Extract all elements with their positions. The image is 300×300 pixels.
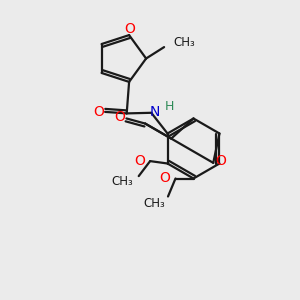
Text: O: O — [93, 105, 104, 119]
Text: O: O — [134, 154, 145, 168]
Text: O: O — [159, 172, 170, 185]
Text: CH₃: CH₃ — [143, 196, 165, 210]
Text: O: O — [115, 110, 125, 124]
Text: O: O — [215, 154, 226, 168]
Text: O: O — [124, 22, 135, 35]
Text: H: H — [165, 100, 175, 113]
Text: CH₃: CH₃ — [174, 36, 196, 50]
Text: N: N — [150, 105, 160, 118]
Text: CH₃: CH₃ — [112, 175, 133, 188]
